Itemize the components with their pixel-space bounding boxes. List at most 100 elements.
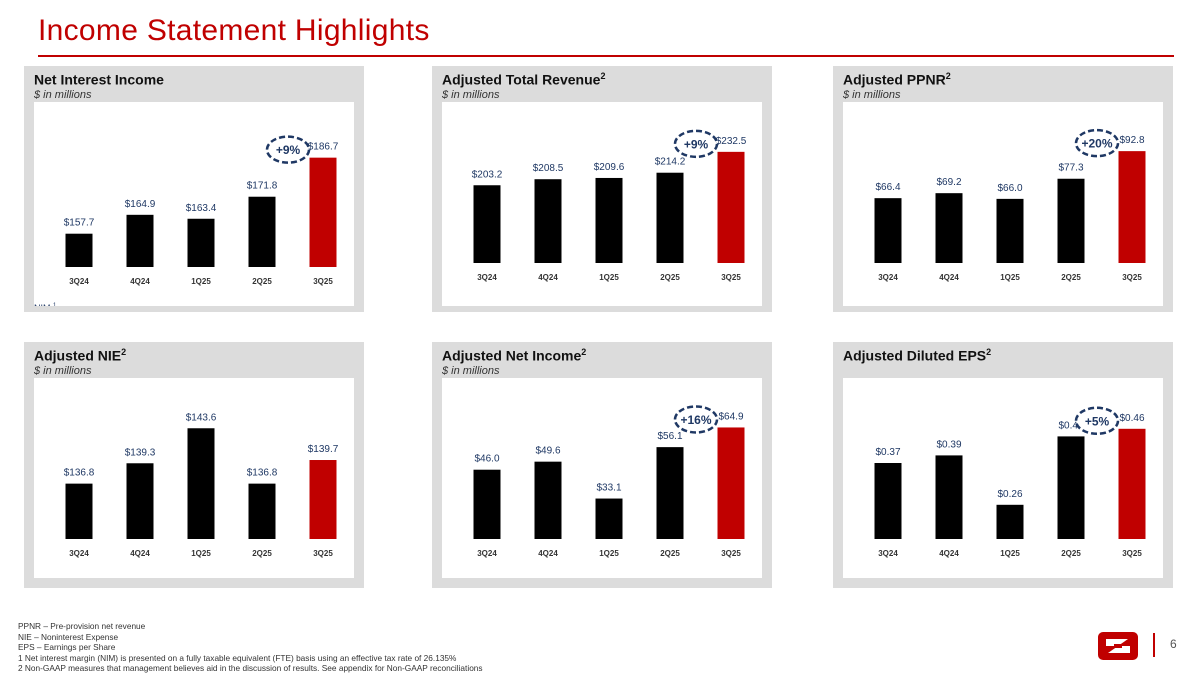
data-label: $232.5 bbox=[716, 136, 747, 147]
bar-2Q25 bbox=[656, 172, 684, 263]
panel-subtitle: $ in millions bbox=[442, 365, 500, 377]
data-label: $209.6 bbox=[594, 162, 625, 173]
bar-3Q25 bbox=[717, 151, 745, 263]
data-label: $139.7 bbox=[308, 444, 339, 455]
logo-upper-stroke bbox=[1106, 639, 1128, 646]
panel-title: Adjusted Diluted EPS2 bbox=[843, 347, 992, 364]
x-tick-label: 3Q25 bbox=[1122, 549, 1142, 558]
data-label: $208.5 bbox=[533, 163, 564, 174]
bar-1Q25 bbox=[187, 218, 215, 267]
bar-3Q25 bbox=[309, 460, 337, 539]
adjusted-ppnr-chart: $66.4 3Q24 $69.2 4Q24 $66.0 1Q25 $77.3 2Q25 $92.… bbox=[874, 128, 1146, 282]
nim-value: 2.87% bbox=[127, 305, 154, 306]
growth-badge-outline bbox=[1074, 406, 1120, 436]
data-label: $0.39 bbox=[936, 439, 961, 450]
x-tick-label: 4Q24 bbox=[130, 549, 150, 558]
x-tick-label: 2Q25 bbox=[252, 277, 272, 286]
x-tick-label: 3Q24 bbox=[69, 549, 89, 558]
bar-1Q25 bbox=[187, 428, 215, 539]
bar-2Q25 bbox=[1057, 436, 1085, 539]
panel-title: Net Interest Income bbox=[34, 71, 164, 88]
panel-net-interest-income: Net Interest Income $ in millions $157.7… bbox=[24, 66, 364, 312]
adjusted-nie-chart: $136.8 3Q24 $139.3 4Q24 $143.6 1Q25 $136.8 2Q25… bbox=[64, 412, 339, 558]
nim-footnote-marker: 1 bbox=[53, 303, 57, 306]
page-title: Income Statement Highlights bbox=[38, 14, 430, 47]
x-tick-label: 1Q25 bbox=[191, 549, 211, 558]
nim-value: 3.06% bbox=[249, 305, 276, 306]
x-tick-label: 1Q25 bbox=[191, 277, 211, 286]
x-tick-label: 2Q25 bbox=[660, 549, 680, 558]
growth-badge-outline bbox=[1074, 128, 1120, 158]
bar-3Q25 bbox=[1118, 151, 1146, 263]
bar-3Q25 bbox=[309, 157, 337, 267]
data-label: $77.3 bbox=[1058, 163, 1083, 174]
bar-3Q24 bbox=[473, 469, 501, 539]
panel-title: Adjusted NIE2 bbox=[34, 347, 127, 364]
bar-3Q24 bbox=[65, 233, 93, 267]
panel-adjusted-diluted-eps: Adjusted Diluted EPS2 $0.37 3Q24 $0.39 4Q24… bbox=[833, 342, 1173, 588]
adjusted-total-revenue-chart: $203.2 3Q24 $208.5 4Q24 $209.6 1Q25 $214.2 2Q25… bbox=[472, 129, 747, 282]
panel-adjusted-total-revenue: Adjusted Total Revenue2 $ in millions $2… bbox=[432, 66, 772, 312]
growth-badge: +16% bbox=[680, 413, 711, 427]
logo-lower-stroke bbox=[1108, 646, 1130, 653]
x-tick-label: 4Q24 bbox=[939, 549, 959, 558]
data-label: $214.2 bbox=[655, 157, 686, 168]
data-label: $164.9 bbox=[125, 199, 156, 210]
x-tick-label: 3Q25 bbox=[1122, 273, 1142, 282]
nim-value: 2.74% bbox=[66, 305, 93, 306]
bar-1Q25 bbox=[996, 198, 1024, 263]
x-tick-label: 3Q25 bbox=[313, 549, 333, 558]
x-tick-label: 4Q24 bbox=[538, 273, 558, 282]
growth-badge: +20% bbox=[1081, 137, 1112, 151]
nim-value: 3.50% bbox=[310, 305, 337, 306]
bar-1Q25 bbox=[996, 504, 1024, 539]
panel-adjusted-net-income: Adjusted Net Income2 $ in millions $46.0… bbox=[432, 342, 772, 588]
bar-3Q24 bbox=[874, 198, 902, 263]
data-label: $186.7 bbox=[308, 142, 339, 153]
panel-subtitle: $ in millions bbox=[843, 89, 901, 101]
title-divider bbox=[38, 55, 1174, 57]
data-label: $33.1 bbox=[596, 483, 621, 494]
data-label: $0.46 bbox=[1119, 413, 1144, 424]
panel-subtitle: $ in millions bbox=[34, 89, 92, 101]
bar-2Q25 bbox=[248, 196, 276, 267]
bar-3Q24 bbox=[874, 463, 902, 539]
chart-area: $136.8 3Q24 $139.3 4Q24 $143.6 1Q25 $136.8 2Q25… bbox=[34, 378, 354, 578]
bar-2Q25 bbox=[1057, 178, 1085, 263]
panel-title: Adjusted Total Revenue2 bbox=[442, 71, 606, 88]
growth-badge-outline bbox=[265, 135, 311, 164]
bar-4Q24 bbox=[935, 193, 963, 263]
data-label: $49.6 bbox=[535, 446, 560, 457]
logo-separator bbox=[1153, 633, 1155, 657]
bar-3Q25 bbox=[1118, 428, 1146, 539]
footnotes: PPNR – Pre-provision net revenue NIE – N… bbox=[18, 621, 483, 674]
x-tick-label: 1Q25 bbox=[1000, 549, 1020, 558]
panel-adjusted-nie: Adjusted NIE2 $ in millions $136.8 3Q24 $1… bbox=[24, 342, 364, 588]
data-label: $143.6 bbox=[186, 412, 217, 423]
x-tick-label: 3Q24 bbox=[477, 549, 497, 558]
x-tick-label: 2Q25 bbox=[660, 273, 680, 282]
bar-2Q25 bbox=[656, 447, 684, 539]
growth-badge: +5% bbox=[1085, 414, 1110, 428]
bar-3Q24 bbox=[473, 185, 501, 263]
bar-1Q25 bbox=[595, 177, 623, 263]
bar-4Q24 bbox=[534, 461, 562, 539]
data-label: $157.7 bbox=[64, 218, 95, 229]
data-label: $136.8 bbox=[247, 468, 278, 479]
data-label: $66.4 bbox=[875, 182, 900, 193]
footnote: NIE – Noninterest Expense bbox=[18, 631, 119, 642]
chart-area: $66.4 3Q24 $69.2 4Q24 $66.0 1Q25 $77.3 2Q25 $92.… bbox=[843, 102, 1163, 306]
x-tick-label: 3Q25 bbox=[721, 549, 741, 558]
bar-4Q24 bbox=[126, 214, 154, 267]
growth-badge-outline bbox=[673, 405, 719, 434]
chart-area: $0.37 3Q24 $0.39 4Q24 $0.26 1Q25 $0.44 2Q25 $0.4… bbox=[843, 378, 1163, 578]
data-label: $0.44 bbox=[1058, 420, 1083, 431]
x-tick-label: 1Q25 bbox=[1000, 273, 1020, 282]
data-label: $69.2 bbox=[936, 177, 961, 188]
adjusted-net-income-chart: $46.0 3Q24 $49.6 4Q24 $33.1 1Q25 $56.1 2Q25 $64.… bbox=[473, 405, 745, 558]
data-label: $66.0 bbox=[997, 183, 1022, 194]
chart-area: $203.2 3Q24 $208.5 4Q24 $209.6 1Q25 $214.2 2Q25… bbox=[442, 102, 762, 306]
growth-badge: +9% bbox=[276, 143, 301, 157]
bar-3Q24 bbox=[65, 483, 93, 539]
data-label: $92.8 bbox=[1119, 135, 1144, 146]
